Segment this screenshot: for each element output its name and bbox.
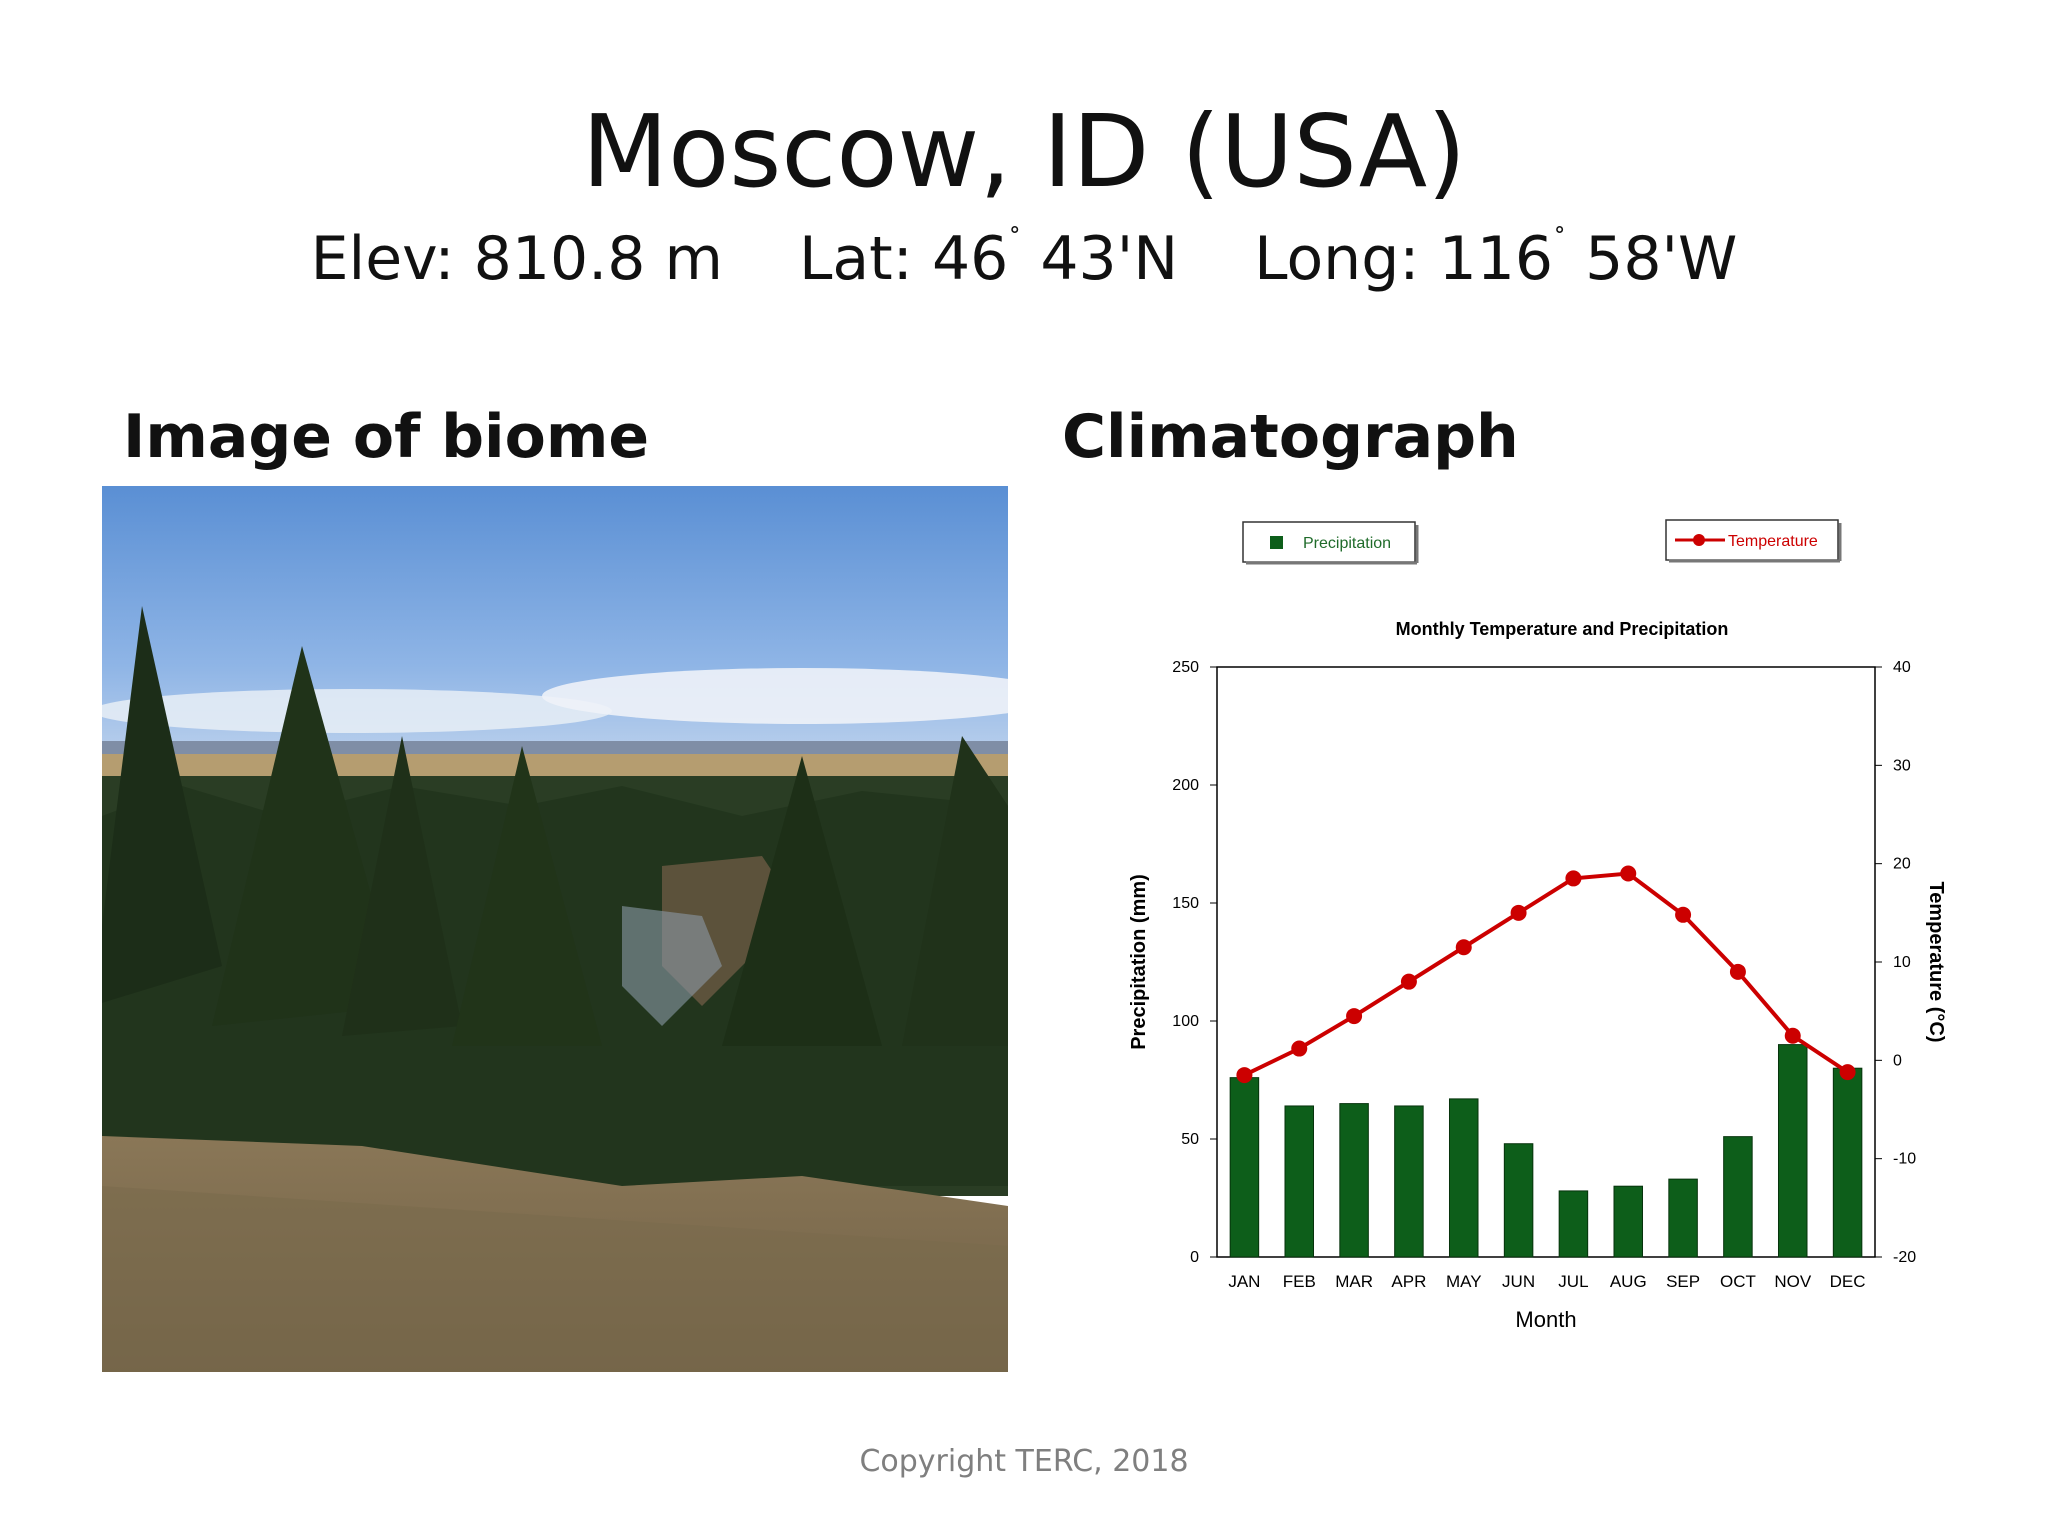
x-tick-label: JAN — [1228, 1272, 1260, 1291]
temperature-point — [1565, 870, 1582, 887]
chart-title: Monthly Temperature and Precipitation — [1396, 619, 1729, 639]
precipitation-bar — [1668, 1178, 1698, 1258]
y2-axis-label: Temperature (°C) — [1925, 882, 1947, 1043]
precipitation-bar — [1339, 1103, 1369, 1258]
y-tick-label: 0 — [1190, 1249, 1199, 1266]
temperature-point — [1291, 1040, 1308, 1057]
temperature-point — [1784, 1027, 1801, 1044]
location-details: Elev: 810.8 m Lat: 46˚ 43'N Long: 116˚ 5… — [0, 224, 2048, 294]
x-tick-label: FEB — [1283, 1272, 1316, 1291]
copyright-text: Copyright TERC, 2018 — [859, 1444, 1189, 1479]
elevation-text: Elev: 810.8 m — [310, 224, 723, 294]
x-tick-label: MAY — [1446, 1272, 1482, 1291]
precipitation-bar — [1613, 1185, 1644, 1258]
precipitation-bar — [1229, 1077, 1260, 1258]
precipitation-bar — [1558, 1190, 1589, 1258]
y-tick-label: 150 — [1172, 895, 1199, 912]
legend-precipitation-label: Precipitation — [1303, 535, 1391, 552]
temperature-point — [1839, 1064, 1856, 1081]
plot-frame — [1216, 666, 1876, 1258]
y2-tick-label: 40 — [1893, 659, 1911, 676]
y2-tick-label: 0 — [1893, 1052, 1902, 1069]
chart-heading: Climatograph — [1062, 402, 1519, 472]
biome-photo — [102, 486, 1008, 1372]
x-tick-label: AUG — [1610, 1272, 1647, 1291]
x-tick-label: JUL — [1558, 1272, 1588, 1291]
temperature-point — [1346, 1008, 1363, 1025]
x-tick-label: MAR — [1335, 1272, 1373, 1291]
y-tick-label: 50 — [1181, 1131, 1199, 1148]
biome-landscape-image — [102, 486, 1008, 1372]
precipitation-bar — [1832, 1067, 1863, 1258]
climatograph-chart: Precipitation Temperature Monthly Temper… — [1128, 519, 1947, 1332]
slide-title: Moscow, ID (USA) — [581, 93, 1467, 210]
temperature-point — [1675, 906, 1692, 923]
y2-tick-label: 30 — [1893, 757, 1911, 774]
temperature-point — [1729, 963, 1746, 980]
y2-tick-label: -10 — [1893, 1151, 1916, 1168]
longitude-text: Long: 116˚ 58'W — [1254, 224, 1738, 294]
x-tick-label: DEC — [1830, 1272, 1866, 1291]
y-tick-label: 100 — [1172, 1013, 1199, 1030]
x-tick-label: JUN — [1502, 1272, 1535, 1291]
x-axis-label: Month — [1515, 1307, 1576, 1332]
precipitation-bar — [1394, 1105, 1424, 1258]
temperature-point — [1455, 939, 1472, 956]
precipitation-bar — [1503, 1143, 1534, 1258]
temperature-point — [1400, 973, 1417, 990]
x-tick-label: OCT — [1720, 1272, 1756, 1291]
precipitation-bar — [1448, 1098, 1479, 1258]
y-tick-label: 250 — [1172, 659, 1199, 676]
precipitation-bar — [1723, 1136, 1753, 1258]
x-tick-label: SEP — [1666, 1272, 1700, 1291]
y-tick-label: 200 — [1172, 777, 1199, 794]
temperature-line — [1243, 871, 1849, 1077]
legend-precipitation-swatch — [1270, 536, 1283, 549]
y2-tick-label: -20 — [1893, 1249, 1916, 1266]
legend-temperature-label: Temperature — [1728, 533, 1818, 550]
legend-precipitation: Precipitation — [1242, 521, 1419, 565]
image-heading: Image of biome — [123, 402, 650, 472]
degree-mark: ˚ — [1553, 226, 1567, 256]
y2-tick-label: 10 — [1893, 954, 1911, 971]
y-axis-label: Precipitation (mm) — [1128, 874, 1150, 1050]
temperature-point — [1620, 865, 1637, 882]
x-tick-label: APR — [1391, 1272, 1426, 1291]
degree-mark: ˚ — [1008, 226, 1022, 256]
precipitation-bar — [1284, 1105, 1315, 1258]
latitude-text: Lat: 46˚ 43'N — [798, 224, 1179, 294]
legend-temperature-marker — [1693, 534, 1705, 546]
legend-temperature: Temperature — [1665, 519, 1842, 563]
precipitation-bar — [1777, 1044, 1808, 1258]
x-tick-label: NOV — [1774, 1272, 1812, 1291]
temperature-point — [1510, 904, 1527, 921]
temperature-point — [1236, 1067, 1253, 1084]
y2-tick-label: 20 — [1893, 856, 1911, 873]
